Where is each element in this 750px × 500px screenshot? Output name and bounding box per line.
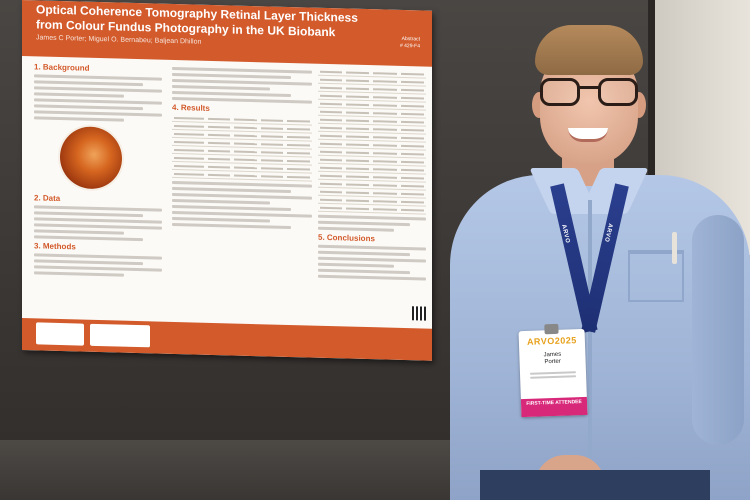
badge-attendee-strip: FIRST-TIME ATTENDEE bbox=[520, 396, 588, 418]
qr-code bbox=[412, 306, 426, 321]
poster-abstract-id: Abstract # 429-F4 bbox=[400, 36, 420, 51]
badge-last-name: Porter bbox=[544, 358, 561, 366]
badge-name: James Porter bbox=[523, 351, 581, 367]
abstract-number: # 429-F4 bbox=[399, 42, 420, 50]
glasses-icon bbox=[538, 78, 642, 108]
lanyard-text: ARVO bbox=[602, 222, 614, 243]
poster-header: Optical Coherence Tomography Retinal Lay… bbox=[22, 0, 432, 67]
smile bbox=[568, 128, 608, 142]
right-arm bbox=[692, 215, 744, 445]
presenter: ARVO ARVO ARVO2025 James Porter FIRS bbox=[440, 0, 750, 500]
badge-logo: ARVO2025 bbox=[526, 335, 577, 347]
poster-column-3: 5. Conclusions bbox=[318, 67, 426, 284]
name-badge: ARVO2025 James Porter FIRST-TIME ATTENDE… bbox=[518, 323, 588, 418]
jeans bbox=[480, 470, 710, 500]
research-poster: Optical Coherence Tomography Retinal Lay… bbox=[22, 0, 432, 361]
poster-column-2: 4. Results bbox=[172, 64, 312, 233]
section-conclusions-title: 5. Conclusions bbox=[318, 232, 375, 244]
badge-clip-icon bbox=[544, 323, 559, 335]
hair bbox=[535, 25, 643, 75]
supplementary-table bbox=[318, 67, 426, 215]
partner-logo bbox=[90, 323, 150, 348]
university-logo bbox=[36, 322, 84, 346]
results-table bbox=[172, 113, 312, 182]
section-methods-title: 3. Methods bbox=[34, 241, 76, 252]
section-data-title: 2. Data bbox=[34, 193, 61, 204]
poster-column-1: 1. Background 2. Data 3. Methods bbox=[34, 60, 162, 280]
fundus-photo-image bbox=[60, 125, 122, 190]
section-background-title: 1. Background bbox=[34, 62, 90, 73]
shirt-pocket bbox=[628, 250, 684, 302]
pen-icon bbox=[672, 232, 677, 264]
shirt-placket bbox=[588, 200, 592, 500]
